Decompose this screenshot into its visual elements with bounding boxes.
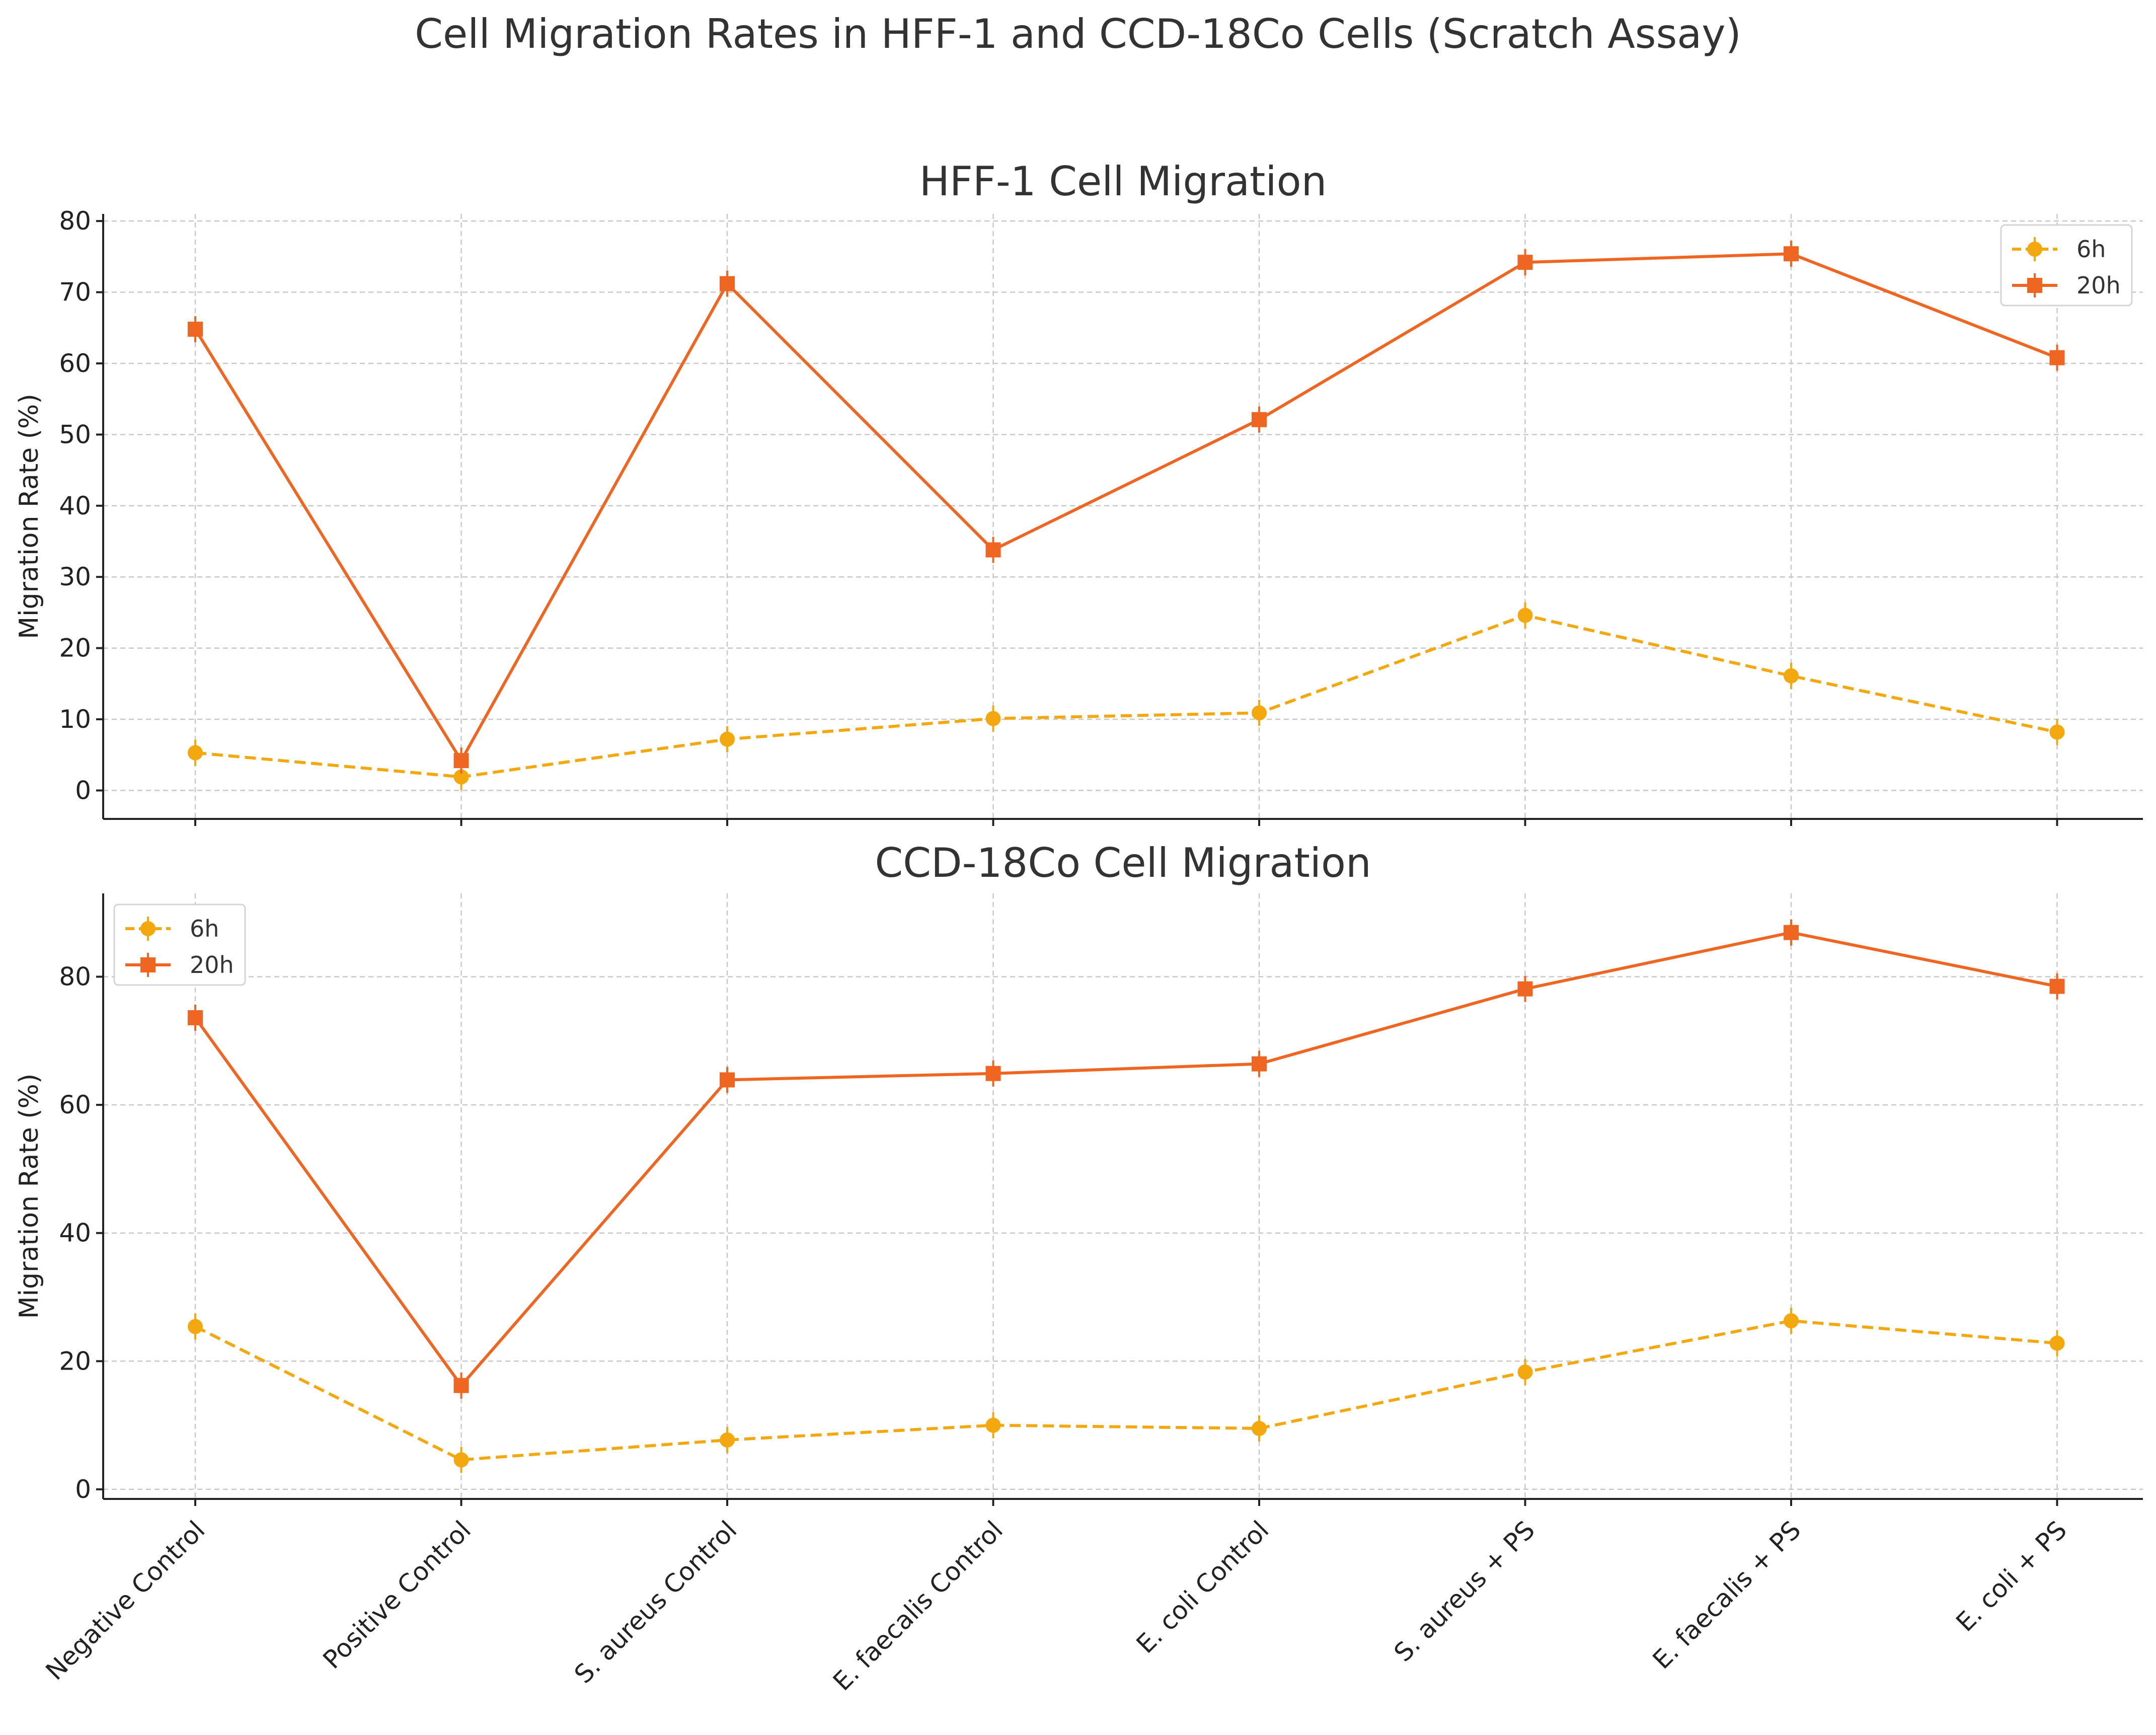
x-tick-label-negative-control: Negative Control	[40, 1515, 211, 1686]
data-point-6h-e-coli-control	[1252, 1420, 1267, 1436]
data-point-6h-e-coli-ps	[2049, 724, 2065, 740]
series-line-20h	[194, 252, 2058, 763]
legend-marker-6h	[2027, 242, 2042, 257]
data-point-20h-s-aureus-control	[720, 1072, 735, 1088]
y-tick-label: 0	[75, 776, 91, 805]
x-tick-labels: Negative Control Positive Control S. aureu…	[40, 1515, 2072, 1696]
data-point-6h-negative-control	[188, 745, 203, 761]
legend-marker-20h	[2027, 278, 2042, 293]
x-tick-label-e-coli-ps: E. coli + PS	[1951, 1515, 2072, 1637]
series-6h	[188, 602, 2065, 790]
y-tick-label: 0	[75, 1475, 91, 1504]
y-tick-label: 40	[59, 1219, 91, 1248]
y-tick-label: 80	[59, 962, 91, 991]
series-line-6h	[194, 1319, 2057, 1462]
legend-label-20h: 20h	[2076, 272, 2121, 299]
panel-title: CCD-18Co Cell Migration	[875, 840, 1371, 886]
data-point-6h-e-coli-control	[1252, 705, 1267, 721]
x-tick-label-s-aureus-control: S. aureus Control	[569, 1515, 742, 1689]
data-point-20h-positive-control	[453, 1378, 469, 1393]
data-point-20h-e-faecalis-ps	[1784, 246, 1799, 262]
legend-marker-6h	[140, 921, 156, 936]
data-point-6h-negative-control	[188, 1319, 203, 1334]
data-point-20h-e-coli-ps	[2049, 978, 2065, 994]
y-axis-label: Migration Rate (%)	[14, 394, 44, 639]
data-point-20h-e-coli-control	[1252, 412, 1267, 427]
panel-title: HFF-1 Cell Migration	[919, 158, 1327, 205]
data-point-20h-e-coli-control	[1252, 1056, 1267, 1072]
data-point-6h-s-aureus-ps	[1517, 1364, 1533, 1380]
series-20h	[188, 241, 2065, 774]
data-point-20h-s-aureus-ps	[1517, 981, 1533, 997]
y-tick-label: 20	[59, 1346, 91, 1376]
y-axis-label: Migration Rate (%)	[14, 1074, 44, 1319]
data-point-6h-e-coli-ps	[2049, 1335, 2065, 1351]
data-point-20h-e-faecalis-control	[985, 1066, 1001, 1081]
x-tick-label-positive-control: Positive Control	[318, 1515, 477, 1674]
data-point-20h-s-aureus-ps	[1517, 255, 1533, 270]
data-point-6h-positive-control	[453, 769, 469, 785]
x-tick-label-s-aureus-ps: S. aureus + PS	[1389, 1515, 1541, 1667]
y-tick-label: 80	[59, 206, 91, 236]
x-tick-label-e-faecalis-ps: E. faecalis + PS	[1647, 1515, 1807, 1675]
data-point-6h-e-faecalis-control	[985, 1417, 1001, 1433]
data-point-6h-s-aureus-ps	[1517, 608, 1533, 623]
y-tick-label: 30	[59, 562, 91, 591]
data-point-20h-e-faecalis-ps	[1784, 925, 1799, 940]
data-point-20h-negative-control	[188, 322, 203, 337]
data-point-20h-e-faecalis-control	[985, 542, 1001, 558]
legend-marker-20h	[140, 957, 156, 972]
y-tick-label: 10	[59, 705, 91, 734]
data-point-6h-positive-control	[453, 1452, 469, 1468]
y-tick-label: 20	[59, 634, 91, 663]
chart-suptitle: Cell Migration Rates in HFF-1 and CCD-18…	[415, 11, 1741, 57]
series-20h	[188, 919, 2065, 1399]
data-point-6h-e-faecalis-ps	[1784, 668, 1799, 684]
data-point-6h-s-aureus-control	[720, 1432, 735, 1448]
series-6h	[188, 1308, 2065, 1473]
y-tick-label: 40	[59, 491, 91, 520]
y-tick-label: 70	[59, 278, 91, 307]
y-tick-label: 60	[59, 1090, 91, 1119]
y-tick-label: 50	[59, 420, 91, 449]
y-tick-label: 60	[59, 349, 91, 378]
series-line-6h	[195, 614, 2058, 779]
data-point-20h-s-aureus-control	[720, 276, 735, 291]
legend-label-20h: 20h	[190, 951, 234, 978]
data-point-20h-positive-control	[453, 753, 469, 769]
panel-hff1: 0 10 20 30 40 50 60 70 80 HFF-1 Cell Migration Mig…	[14, 158, 2143, 826]
x-tick-label-e-coli-control: E. coli Control	[1131, 1515, 1275, 1659]
data-point-6h-e-faecalis-ps	[1784, 1313, 1799, 1329]
data-point-6h-s-aureus-control	[720, 731, 735, 747]
series-line-20h	[194, 931, 2058, 1387]
legend-label-6h: 6h	[190, 915, 219, 942]
legend-label-6h: 6h	[2076, 236, 2106, 263]
data-point-20h-negative-control	[188, 1010, 203, 1025]
data-point-6h-e-faecalis-control	[985, 711, 1001, 726]
panel-ccd18co: 0 20 40 60 80 CCD-18Co Cell Migration Migratio…	[14, 840, 2143, 1506]
x-tick-label-e-faecalis-control: E. faecalis Control	[827, 1515, 1009, 1696]
data-point-20h-e-coli-ps	[2049, 350, 2065, 365]
